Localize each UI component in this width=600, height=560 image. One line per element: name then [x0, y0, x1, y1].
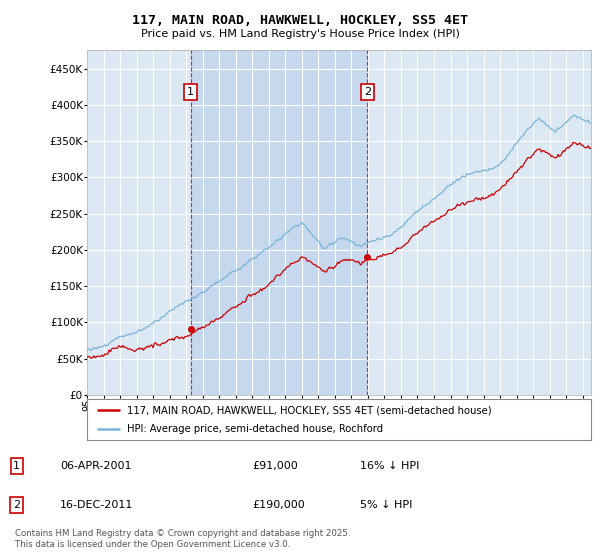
Text: £91,000: £91,000 — [252, 461, 298, 471]
Text: 2: 2 — [364, 87, 371, 97]
Text: Price paid vs. HM Land Registry's House Price Index (HPI): Price paid vs. HM Land Registry's House … — [140, 29, 460, 39]
Text: 06-APR-2001: 06-APR-2001 — [60, 461, 131, 471]
Text: 16-DEC-2011: 16-DEC-2011 — [60, 500, 133, 510]
Text: 1: 1 — [187, 87, 194, 97]
Text: HPI: Average price, semi-detached house, Rochford: HPI: Average price, semi-detached house,… — [127, 424, 383, 433]
Text: Contains HM Land Registry data © Crown copyright and database right 2025.
This d: Contains HM Land Registry data © Crown c… — [15, 529, 350, 549]
Text: 2: 2 — [13, 500, 20, 510]
Text: £190,000: £190,000 — [252, 500, 305, 510]
Bar — [191, 50, 367, 395]
Text: 1: 1 — [13, 461, 20, 471]
Text: 5% ↓ HPI: 5% ↓ HPI — [360, 500, 412, 510]
Text: 16% ↓ HPI: 16% ↓ HPI — [360, 461, 419, 471]
Text: 117, MAIN ROAD, HAWKWELL, HOCKLEY, SS5 4ET (semi-detached house): 117, MAIN ROAD, HAWKWELL, HOCKLEY, SS5 4… — [127, 405, 492, 415]
Text: 117, MAIN ROAD, HAWKWELL, HOCKLEY, SS5 4ET: 117, MAIN ROAD, HAWKWELL, HOCKLEY, SS5 4… — [132, 14, 468, 27]
